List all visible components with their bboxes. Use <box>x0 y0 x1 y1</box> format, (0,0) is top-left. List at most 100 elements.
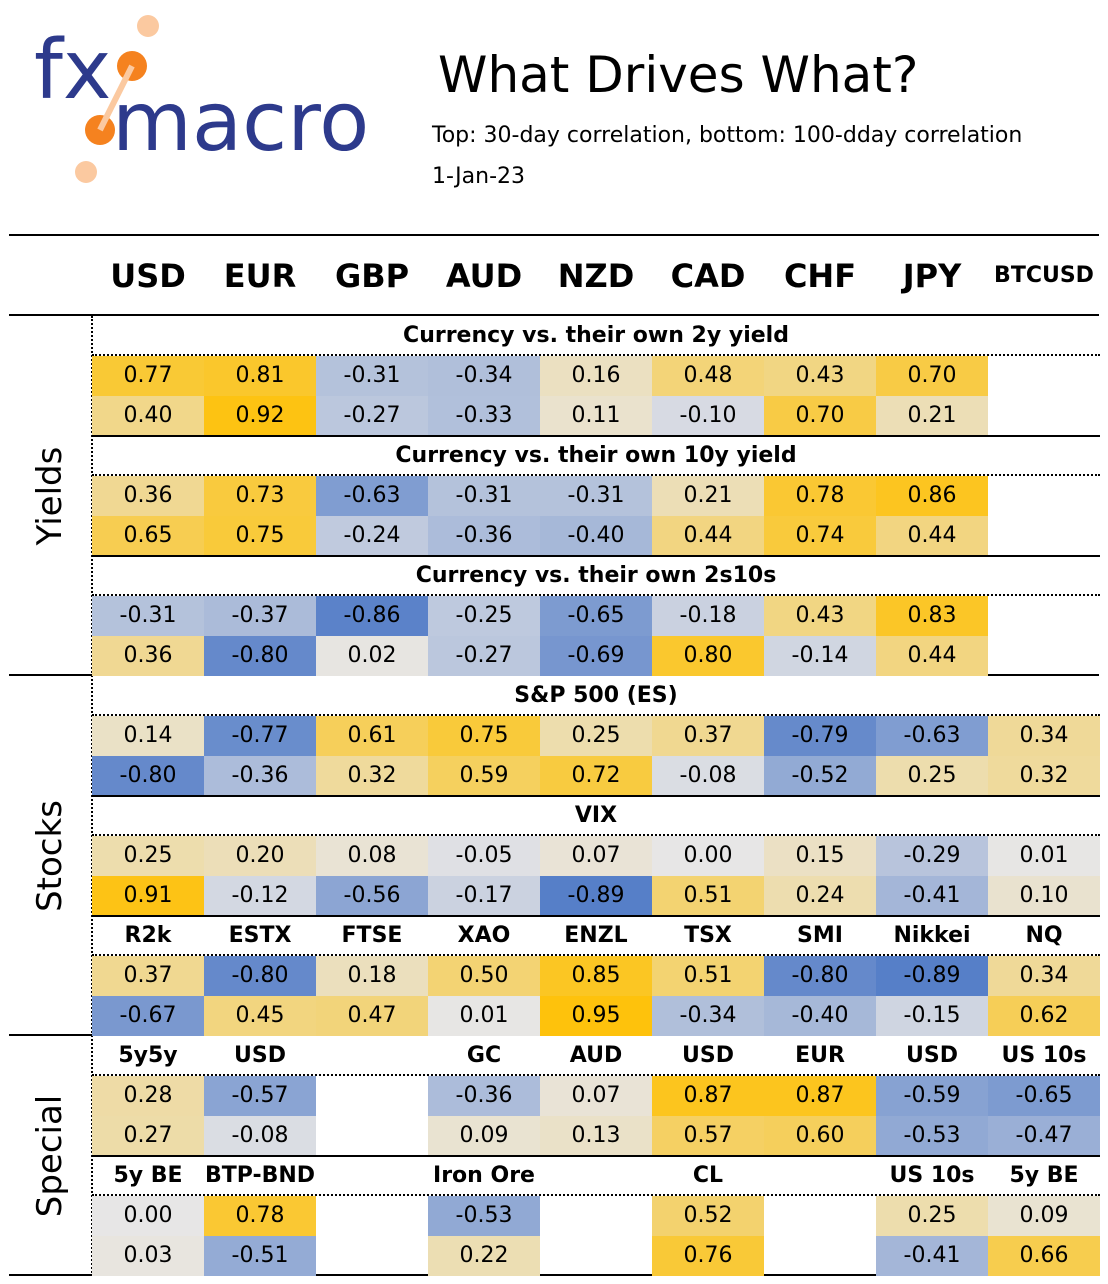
correlation-cell: 0.50 <box>428 956 540 996</box>
correlation-cell: 0.48 <box>652 356 764 396</box>
correlation-cell: -0.69 <box>540 636 652 676</box>
correlation-cell: -0.36 <box>428 516 540 556</box>
row-label: SMI <box>797 923 843 948</box>
correlation-cell: 0.13 <box>540 1116 652 1156</box>
correlation-cell: -0.10 <box>652 396 764 436</box>
correlation-cell: -0.31 <box>316 356 428 396</box>
correlation-cell: 0.51 <box>652 956 764 996</box>
logo-dot <box>137 15 159 37</box>
correlation-cell: 0.36 <box>92 476 204 516</box>
row-label: US 10s <box>1001 1043 1087 1068</box>
section-divider <box>92 474 1100 476</box>
correlation-cell: 0.44 <box>876 636 988 676</box>
section-divider <box>92 354 1100 356</box>
section-divider <box>92 594 1100 596</box>
correlation-cell: 0.34 <box>988 716 1100 756</box>
correlation-cell: 0.83 <box>876 596 988 636</box>
correlation-cell: -0.80 <box>204 636 316 676</box>
correlation-cell: -0.24 <box>316 516 428 556</box>
row-label: Nikkei <box>893 923 971 948</box>
correlation-cell: 0.21 <box>652 476 764 516</box>
column-header-chf: CHF <box>783 257 857 295</box>
correlation-cell: -0.52 <box>764 756 876 796</box>
correlation-cell: 0.87 <box>652 1076 764 1116</box>
section-rule <box>92 795 1100 797</box>
correlation-cell: 0.75 <box>428 716 540 756</box>
column-header-nzd: NZD <box>557 257 635 295</box>
correlation-cell: -0.41 <box>876 1236 988 1276</box>
correlation-cell: 0.70 <box>876 356 988 396</box>
correlation-cell: 0.37 <box>92 956 204 996</box>
column-header-usd: USD <box>110 257 186 295</box>
section-title: Currency vs. their own 2y yield <box>403 323 789 348</box>
correlation-cell: -0.14 <box>764 636 876 676</box>
row-label: R2k <box>124 923 172 948</box>
correlation-cell: -0.05 <box>428 836 540 876</box>
correlation-cell: 0.74 <box>764 516 876 556</box>
correlation-cell: 0.08 <box>316 836 428 876</box>
correlation-cell: 0.00 <box>652 836 764 876</box>
correlation-cell: 0.75 <box>204 516 316 556</box>
correlation-cell: 0.02 <box>316 636 428 676</box>
correlation-cell: 0.09 <box>988 1196 1100 1236</box>
correlation-cell: -0.53 <box>428 1196 540 1236</box>
correlation-cell: 0.37 <box>652 716 764 756</box>
correlation-cell: -0.56 <box>316 876 428 916</box>
fxmacro-logo: fx macro <box>34 15 369 183</box>
correlation-cell: 0.78 <box>204 1196 316 1236</box>
date-label: 1-Jan-23 <box>432 164 526 189</box>
correlation-cell: -0.34 <box>428 356 540 396</box>
correlation-cell: 0.59 <box>428 756 540 796</box>
column-header-btcusd: BTCUSD <box>994 263 1094 288</box>
correlation-cell: -0.31 <box>540 476 652 516</box>
correlation-cell: 0.40 <box>92 396 204 436</box>
correlation-cell: -0.25 <box>428 596 540 636</box>
correlation-cell: 0.16 <box>540 356 652 396</box>
correlation-cell: 0.95 <box>540 996 652 1036</box>
row-label: USD <box>682 1043 734 1068</box>
section-title: VIX <box>574 803 618 828</box>
correlation-cell: -0.29 <box>876 836 988 876</box>
logo-text-macro: macro <box>112 75 369 170</box>
logo-dot <box>75 161 97 183</box>
row-label: 5y5y <box>118 1043 178 1068</box>
row-label: GC <box>466 1043 502 1068</box>
row-label: CL <box>692 1163 724 1188</box>
correlation-cell: 0.07 <box>540 836 652 876</box>
correlation-cell: -0.51 <box>204 1236 316 1276</box>
correlation-cell: -0.63 <box>876 716 988 756</box>
correlation-cell: 0.86 <box>876 476 988 516</box>
correlation-cell: 0.92 <box>204 396 316 436</box>
correlation-cell: 0.07 <box>540 1076 652 1116</box>
correlation-cell: 0.43 <box>764 356 876 396</box>
correlation-cell: 0.24 <box>764 876 876 916</box>
correlation-cell: -0.12 <box>204 876 316 916</box>
row-label: Iron Ore <box>433 1163 535 1188</box>
section-divider <box>92 954 1100 956</box>
correlation-cell: 0.51 <box>652 876 764 916</box>
correlation-cell: -0.80 <box>92 756 204 796</box>
correlation-cell: 0.80 <box>652 636 764 676</box>
correlation-cell: 0.77 <box>92 356 204 396</box>
correlation-cell: 0.57 <box>652 1116 764 1156</box>
correlation-cell: 0.21 <box>876 396 988 436</box>
row-label: 5y BE <box>113 1163 183 1188</box>
row-label: FTSE <box>341 923 403 948</box>
correlation-cell: 0.34 <box>988 956 1100 996</box>
section-rule <box>92 555 1100 557</box>
correlation-cell: -0.08 <box>652 756 764 796</box>
correlation-cell: 0.27 <box>92 1116 204 1156</box>
row-label: USD <box>234 1043 286 1068</box>
correlation-cell: -0.65 <box>540 596 652 636</box>
correlation-cell: 0.81 <box>204 356 316 396</box>
correlation-cell: 0.10 <box>988 876 1100 916</box>
correlation-cell: 0.66 <box>988 1236 1100 1276</box>
correlation-cell: -0.57 <box>204 1076 316 1116</box>
group-label-special: Special <box>30 1094 70 1218</box>
correlation-cell: 0.44 <box>876 516 988 556</box>
column-header-eur: EUR <box>223 257 297 295</box>
section-rule <box>92 915 1100 917</box>
correlation-cell: 0.73 <box>204 476 316 516</box>
correlation-cell: 0.22 <box>428 1236 540 1276</box>
correlation-cell: 0.87 <box>764 1076 876 1116</box>
